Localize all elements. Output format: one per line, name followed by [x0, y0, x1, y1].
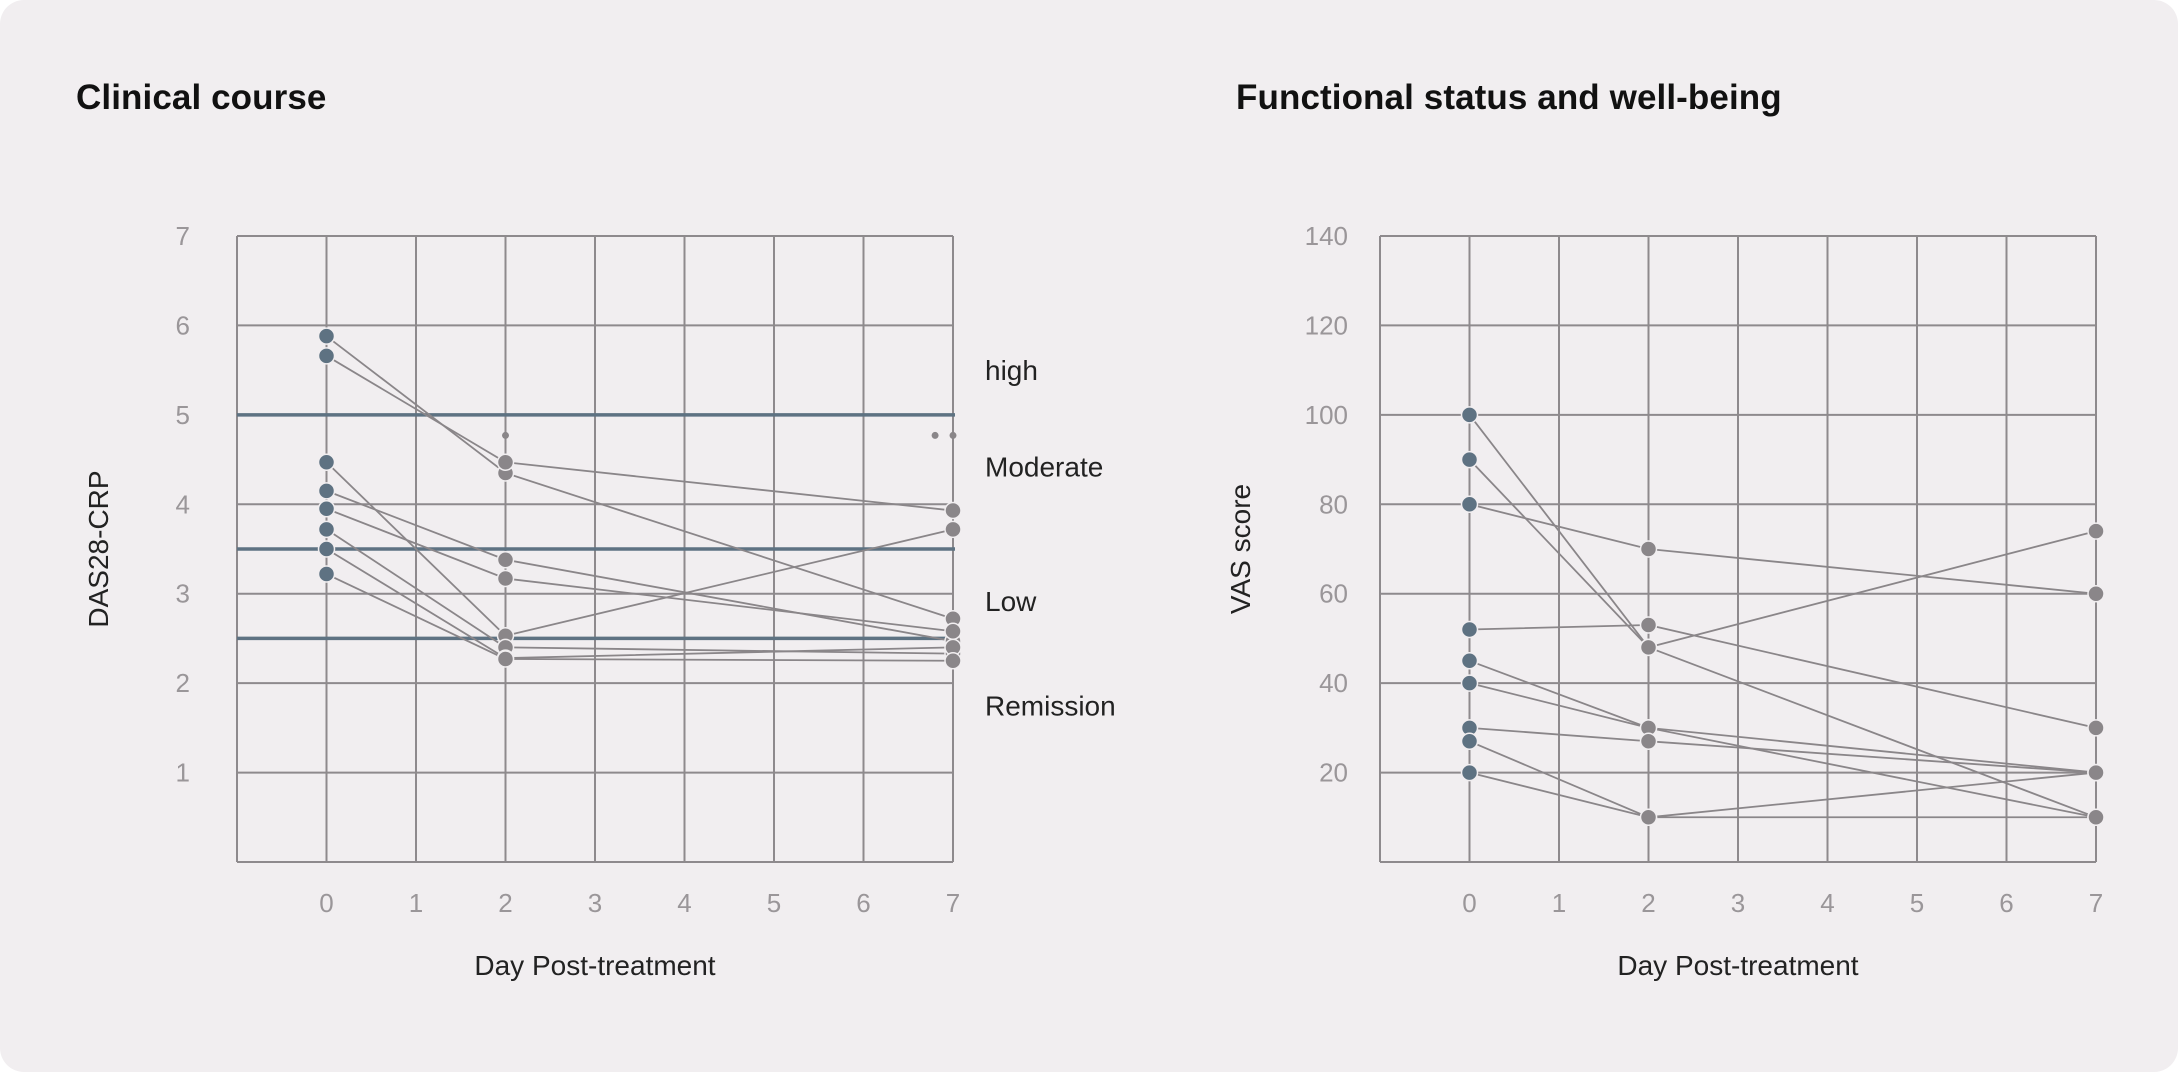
- y-tick-label: 1: [176, 758, 190, 788]
- series-line: [1469, 503, 2097, 595]
- x-tick-label: 2: [498, 888, 512, 918]
- small-marker: [502, 431, 509, 439]
- y-tick-label: 4: [176, 489, 190, 519]
- data-point-baseline: [317, 482, 336, 500]
- data-point-baseline: [1460, 652, 1479, 670]
- x-tick-label: 5: [767, 888, 781, 918]
- y-axis-title: VAS score: [1225, 484, 1256, 614]
- data-point-followup: [1639, 540, 1658, 558]
- x-tick-label: 6: [1999, 888, 2013, 918]
- x-tick-label: 5: [1910, 888, 1924, 918]
- x-tick-label: 1: [409, 888, 423, 918]
- data-point-baseline: [317, 327, 336, 345]
- y-tick-label: 6: [176, 310, 190, 340]
- data-point-followup: [496, 550, 515, 569]
- data-point-baseline: [1460, 406, 1479, 424]
- data-point-baseline: [1460, 674, 1479, 692]
- data-point-baseline: [1460, 620, 1479, 639]
- y-tick-label: 120: [1305, 310, 1348, 340]
- data-point-followup: [1639, 808, 1658, 827]
- y-tick-label: 100: [1305, 400, 1348, 430]
- data-point-followup: [2087, 522, 2105, 540]
- x-tick-label: 4: [677, 888, 691, 918]
- x-tick-label: 7: [946, 888, 960, 918]
- x-tick-label: 7: [2089, 888, 2103, 918]
- chart-title-functional-status: Functional status and well-being: [1236, 78, 1782, 117]
- y-tick-label: 140: [1305, 221, 1348, 251]
- series-line: [1468, 458, 2097, 649]
- series-line: [1469, 740, 2097, 819]
- x-tick-label: 3: [588, 888, 602, 918]
- data-point-baseline: [317, 453, 336, 472]
- data-point-baseline: [317, 540, 336, 558]
- series-line: [1469, 726, 2097, 774]
- data-point-followup: [496, 650, 515, 668]
- y-axis-title: DAS28-CRP: [83, 470, 114, 627]
- y-tick-label: 5: [176, 400, 190, 430]
- das28-crp-chart: 0 1 2 3 4 5 6 7 1 2 3 4 5 6 7 Day Post-treatment DAS28-C…: [83, 221, 1116, 981]
- data-point-followup: [944, 501, 962, 520]
- data-point-baseline: [317, 565, 336, 583]
- x-tick-label: 6: [856, 888, 870, 918]
- data-point-followup: [2087, 763, 2105, 782]
- data-point-baseline: [317, 520, 336, 539]
- data-point-followup: [1639, 732, 1658, 751]
- y-tick-label: 40: [1319, 668, 1348, 698]
- x-tick-label: 0: [319, 888, 333, 918]
- small-marker: [949, 431, 957, 439]
- x-tick-label: 3: [1731, 888, 1745, 918]
- data-point-followup: [496, 453, 515, 472]
- data-point-baseline: [317, 347, 336, 365]
- series-line: [326, 573, 954, 662]
- data-point-baseline: [1460, 732, 1479, 751]
- series-line: [1469, 624, 2097, 729]
- y-tick-label: 20: [1319, 758, 1348, 788]
- data-point-followup: [496, 569, 515, 588]
- data-point-followup: [2087, 584, 2105, 603]
- data-point-baseline: [1460, 763, 1479, 782]
- data-point-baseline: [1460, 495, 1479, 514]
- y-tick-label: 60: [1319, 579, 1348, 609]
- data-point-followup: [2087, 808, 2105, 827]
- x-tick-label: 2: [1641, 888, 1655, 918]
- grid: [1379, 235, 2097, 863]
- chart-title-clinical-course: Clinical course: [76, 78, 327, 117]
- data-point-followup: [944, 622, 962, 641]
- x-axis-title: Day Post-treatment: [1617, 950, 1858, 981]
- x-tick-label: 1: [1552, 888, 1566, 918]
- vas-score-chart: 0 1 2 3 4 5 6 7 20 40 60 80 100 120 140 Day Post-treatm…: [1225, 221, 2105, 981]
- zone-label: Low: [985, 586, 1037, 617]
- data-point-followup: [1639, 638, 1658, 657]
- series-line: [1468, 414, 2097, 819]
- data-point-baseline: [317, 500, 336, 518]
- series-line: [326, 355, 954, 512]
- series-line: [1469, 771, 2096, 819]
- y-tick-label: 2: [176, 668, 190, 698]
- zone-label: Moderate: [985, 452, 1103, 483]
- data-point-followup: [944, 652, 962, 670]
- data-point-followup: [944, 520, 962, 539]
- data-point-followup: [1639, 616, 1658, 634]
- y-tick-label: 3: [176, 579, 190, 609]
- x-tick-label: 4: [1820, 888, 1834, 918]
- y-tick-label: 7: [176, 221, 190, 251]
- zone-label: high: [985, 355, 1038, 386]
- series-line: [1469, 659, 2097, 819]
- y-tick-label: 80: [1319, 489, 1348, 519]
- x-tick-label: 0: [1462, 888, 1476, 918]
- small-marker: [931, 431, 939, 439]
- data-point-baseline: [1460, 450, 1479, 469]
- zone-label: Remission: [985, 691, 1116, 722]
- data-point-followup: [2087, 719, 2105, 737]
- x-axis-title: Day Post-treatment: [474, 950, 715, 981]
